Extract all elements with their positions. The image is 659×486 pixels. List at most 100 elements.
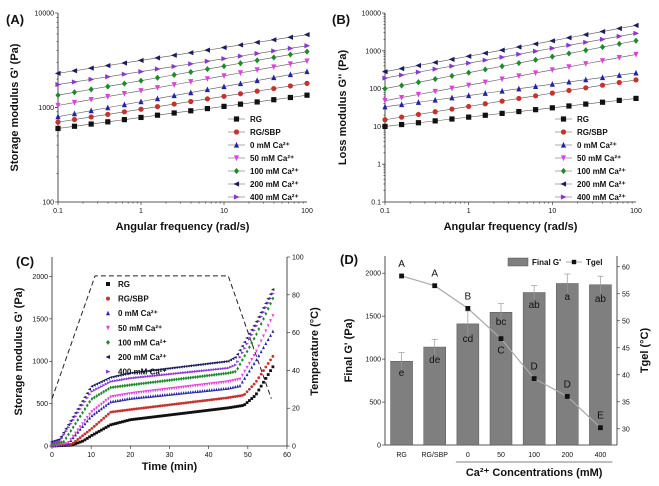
y-tick-label: 1500: [32, 316, 48, 323]
legend-label: Final G': [532, 258, 561, 267]
x-tick-label: 0.1: [53, 208, 63, 215]
data-point: [71, 110, 78, 117]
data-point: [204, 47, 211, 53]
data-point: [107, 381, 111, 385]
data-point: [74, 421, 77, 426]
data-point: [52, 439, 56, 443]
y-tick-label: 1000: [32, 359, 48, 366]
data-point: [193, 363, 197, 367]
data-point: [224, 371, 228, 376]
data-point: [55, 443, 59, 448]
x-tick-label: 20: [126, 452, 134, 459]
data-point: [168, 392, 171, 396]
data-point: [266, 373, 270, 376]
legend-label: 100 mM Ca²⁺: [577, 167, 626, 176]
data-point: [240, 373, 244, 378]
data-point: [415, 99, 422, 105]
data-point: [57, 438, 61, 441]
data-point: [165, 392, 169, 397]
x-axis-label: Angular frequency (rad/s): [444, 221, 578, 233]
data-point: [482, 90, 488, 96]
data-point: [125, 408, 129, 412]
data-point: [549, 45, 556, 51]
data-point: [57, 443, 61, 447]
data-point: [163, 403, 167, 407]
data-point: [482, 57, 489, 63]
data-point: [111, 399, 115, 403]
y-tick-label: 10000: [362, 11, 382, 18]
data-point: [74, 414, 78, 418]
data-point: [64, 427, 68, 431]
data-point: [148, 369, 153, 373]
data-point: [111, 379, 115, 383]
data-point: [102, 427, 106, 431]
data-point: [97, 404, 101, 408]
data-point: [191, 370, 195, 374]
data-point: [83, 432, 87, 436]
data-point: [144, 406, 148, 410]
legend-marker: [571, 259, 577, 265]
data-point: [209, 361, 214, 365]
y2-tick-label: 40: [292, 368, 300, 375]
data-point: [137, 382, 141, 386]
data-point: [215, 387, 218, 391]
data-point: [229, 370, 232, 375]
data-point: [212, 387, 216, 392]
data-point: [264, 306, 268, 309]
data-point: [177, 365, 181, 369]
data-point: [123, 377, 127, 381]
data-point: [149, 405, 153, 409]
data-point: [125, 392, 129, 396]
data-point: [182, 411, 185, 415]
data-point: [149, 374, 153, 378]
data-point: [432, 59, 438, 66]
panel-label: (D): [340, 252, 358, 267]
data-point: [128, 418, 131, 422]
data-point: [184, 376, 188, 381]
data-point: [254, 99, 260, 105]
data-point: [161, 379, 164, 383]
data-point: [179, 365, 183, 369]
data-point: [217, 367, 221, 371]
data-point: [107, 412, 110, 416]
data-point: [111, 385, 115, 390]
data-point: [114, 394, 117, 398]
data-point: [262, 334, 265, 338]
data-point: [156, 404, 160, 408]
data-point: [259, 339, 263, 343]
data-point: [268, 292, 272, 296]
legend-label: 200 mM Ca²⁺: [118, 353, 167, 362]
tgel-point: [564, 394, 570, 399]
data-point: [262, 316, 265, 321]
data-point: [177, 371, 181, 375]
data-point: [248, 399, 251, 402]
data-point: [132, 417, 136, 421]
data-point: [107, 401, 110, 406]
data-point: [135, 407, 139, 411]
data-point: [94, 382, 99, 386]
data-point: [266, 362, 270, 365]
tgel-point: [598, 425, 603, 431]
data-point: [107, 397, 110, 401]
data-point: [271, 292, 275, 296]
data-point: [215, 397, 218, 401]
data-point: [222, 371, 225, 376]
series-line: [57, 51, 308, 96]
data-point: [549, 67, 555, 74]
data-point: [566, 78, 572, 85]
data-point: [382, 103, 388, 110]
data-point: [76, 428, 80, 432]
data-point: [55, 125, 61, 132]
y2-tick-label: 35: [622, 399, 630, 406]
data-point: [256, 315, 261, 319]
data-point: [242, 340, 247, 344]
data-point: [269, 301, 272, 306]
data-point: [565, 35, 572, 41]
data-point: [90, 397, 94, 401]
data-point: [249, 328, 254, 332]
data-point: [566, 64, 572, 70]
x-axis-label: Time (min): [142, 461, 198, 473]
data-point: [172, 402, 176, 406]
data-point: [52, 444, 56, 448]
